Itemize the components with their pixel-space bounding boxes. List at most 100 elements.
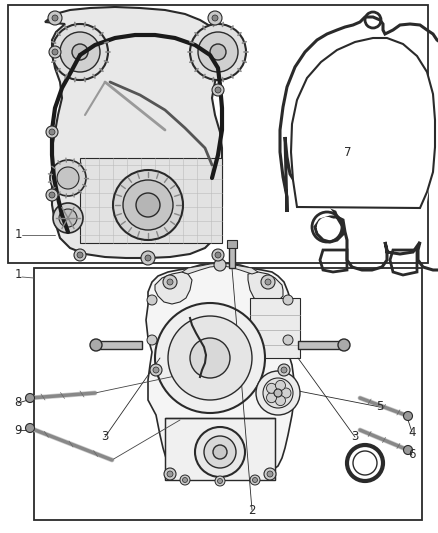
Circle shape (126, 183, 170, 227)
Circle shape (168, 316, 252, 400)
Circle shape (52, 24, 108, 80)
Circle shape (52, 15, 58, 21)
Circle shape (90, 339, 102, 351)
Circle shape (147, 335, 157, 345)
Text: 3: 3 (101, 431, 109, 443)
Circle shape (180, 475, 190, 485)
Circle shape (281, 367, 287, 373)
Circle shape (208, 11, 222, 25)
Circle shape (150, 364, 162, 376)
Circle shape (218, 479, 223, 483)
Circle shape (213, 445, 227, 459)
Text: 1: 1 (14, 269, 22, 281)
Bar (80, 158, 222, 243)
Circle shape (261, 275, 275, 289)
Circle shape (136, 193, 160, 217)
Circle shape (276, 395, 286, 406)
Circle shape (403, 411, 413, 421)
Circle shape (46, 189, 58, 201)
Circle shape (167, 471, 173, 477)
Circle shape (155, 303, 265, 413)
Circle shape (276, 381, 286, 390)
Circle shape (74, 249, 86, 261)
Circle shape (215, 252, 221, 258)
Circle shape (164, 468, 176, 480)
Polygon shape (155, 272, 192, 304)
Polygon shape (248, 272, 283, 304)
Circle shape (256, 371, 300, 415)
Text: 4: 4 (408, 425, 416, 439)
Bar (298, 341, 344, 349)
Circle shape (281, 388, 291, 398)
Circle shape (141, 251, 155, 265)
Bar (8, 5, 428, 263)
Circle shape (265, 279, 271, 285)
Circle shape (195, 427, 245, 477)
Circle shape (212, 249, 224, 261)
Circle shape (52, 49, 58, 55)
Circle shape (264, 468, 276, 480)
Circle shape (267, 383, 276, 393)
Circle shape (49, 192, 55, 198)
Bar (227, 240, 237, 248)
Circle shape (283, 335, 293, 345)
Bar (34, 268, 422, 520)
Circle shape (278, 364, 290, 376)
Text: 2: 2 (248, 504, 256, 516)
Polygon shape (45, 7, 222, 258)
Circle shape (215, 476, 225, 486)
Circle shape (190, 338, 230, 378)
Circle shape (46, 126, 58, 138)
Circle shape (183, 478, 187, 482)
Polygon shape (146, 263, 294, 480)
Circle shape (48, 11, 62, 25)
Text: 6: 6 (408, 448, 416, 462)
Text: 8: 8 (14, 397, 22, 409)
Circle shape (25, 424, 35, 432)
Circle shape (204, 436, 236, 468)
Bar (250, 298, 300, 358)
Circle shape (250, 475, 260, 485)
Circle shape (338, 339, 350, 351)
Circle shape (212, 84, 224, 96)
Circle shape (163, 275, 177, 289)
Circle shape (319, 219, 335, 235)
Bar (165, 418, 275, 480)
Circle shape (212, 15, 218, 21)
Circle shape (123, 180, 173, 230)
Circle shape (145, 255, 151, 261)
Circle shape (72, 44, 88, 60)
Circle shape (25, 393, 35, 402)
Circle shape (138, 195, 158, 215)
Circle shape (353, 451, 377, 475)
Circle shape (198, 32, 238, 72)
Circle shape (118, 175, 178, 235)
Polygon shape (293, 36, 433, 212)
Text: 7: 7 (344, 146, 352, 158)
Circle shape (274, 389, 282, 397)
Circle shape (77, 252, 83, 258)
Circle shape (267, 393, 276, 403)
Polygon shape (291, 38, 435, 208)
Text: 5: 5 (376, 400, 384, 414)
Circle shape (113, 170, 183, 240)
Circle shape (50, 160, 86, 196)
Circle shape (53, 203, 83, 233)
Circle shape (59, 209, 77, 227)
Circle shape (190, 24, 246, 80)
Text: 9: 9 (14, 424, 22, 437)
Circle shape (214, 259, 226, 271)
Circle shape (252, 478, 258, 482)
Circle shape (283, 295, 293, 305)
Bar (96, 341, 142, 349)
Circle shape (263, 378, 293, 408)
Circle shape (49, 46, 61, 58)
Text: 1: 1 (14, 229, 22, 241)
Circle shape (215, 87, 221, 93)
Circle shape (153, 367, 159, 373)
Text: 3: 3 (351, 431, 359, 443)
Circle shape (403, 446, 413, 455)
Circle shape (167, 279, 173, 285)
Polygon shape (182, 263, 258, 274)
Circle shape (49, 129, 55, 135)
